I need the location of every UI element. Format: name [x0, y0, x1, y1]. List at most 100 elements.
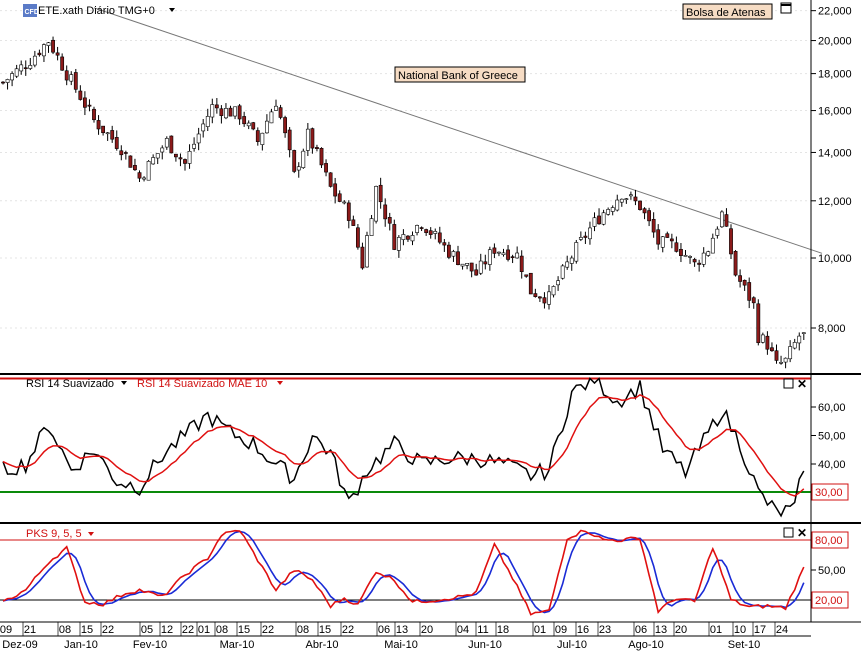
candle-body[interactable]	[442, 242, 447, 246]
candle-body[interactable]	[196, 133, 201, 144]
candle-body[interactable]	[187, 150, 192, 164]
candle-body[interactable]	[547, 291, 551, 305]
candle-body[interactable]	[114, 137, 119, 149]
candle-body[interactable]	[396, 237, 401, 251]
candle-body[interactable]	[506, 249, 510, 260]
candle-body[interactable]	[428, 230, 433, 235]
candle-body[interactable]	[255, 130, 260, 142]
candle-body[interactable]	[410, 235, 415, 242]
candle-body[interactable]	[278, 107, 283, 118]
candle-body[interactable]	[355, 227, 360, 248]
rsi-ma-dropdown-icon[interactable]	[277, 381, 283, 385]
candle-body[interactable]	[224, 108, 228, 119]
candle-body[interactable]	[719, 211, 724, 228]
candle-body[interactable]	[133, 165, 137, 171]
candle-body[interactable]	[551, 286, 556, 296]
candle-body[interactable]	[779, 362, 783, 364]
candle-body[interactable]	[101, 125, 106, 134]
candle-body[interactable]	[683, 254, 688, 257]
candle-body[interactable]	[269, 111, 274, 124]
candle-body[interactable]	[610, 207, 615, 212]
candle-body[interactable]	[342, 201, 347, 204]
candle-body[interactable]	[483, 261, 488, 265]
candle-body[interactable]	[669, 238, 674, 242]
candle-body[interactable]	[51, 39, 55, 53]
candle-body[interactable]	[228, 107, 233, 117]
candle-body[interactable]	[14, 68, 19, 77]
candle-body[interactable]	[474, 269, 479, 276]
candle-body[interactable]	[679, 248, 683, 256]
maximize-panel-icon[interactable]	[780, 2, 792, 14]
candle-body[interactable]	[433, 231, 438, 234]
candle-body[interactable]	[656, 229, 661, 245]
candle-body[interactable]	[574, 242, 579, 262]
candle-body[interactable]	[5, 79, 10, 83]
candle-body[interactable]	[10, 73, 15, 81]
candle-body[interactable]	[301, 150, 306, 168]
candle-body[interactable]	[497, 251, 501, 254]
candle-body[interactable]	[146, 161, 151, 181]
candle-body[interactable]	[487, 249, 492, 265]
candle-body[interactable]	[424, 229, 429, 233]
candle-body[interactable]	[219, 108, 224, 116]
candle-body[interactable]	[774, 350, 779, 361]
rsi-maximize-icon[interactable]	[783, 378, 794, 389]
candle-body[interactable]	[137, 172, 142, 179]
candle-body[interactable]	[633, 196, 638, 202]
candle-body[interactable]	[501, 252, 506, 256]
candle-body[interactable]	[569, 257, 574, 264]
candle-body[interactable]	[78, 90, 83, 100]
candle-body[interactable]	[492, 247, 497, 254]
candle-body[interactable]	[697, 262, 702, 265]
candle-body[interactable]	[119, 150, 124, 156]
rsi-close-icon[interactable]: ✕	[797, 377, 807, 391]
candle-body[interactable]	[37, 52, 42, 56]
candle-body[interactable]	[510, 256, 515, 258]
pks-k-line[interactable]	[2, 529, 805, 616]
candle-body[interactable]	[346, 202, 351, 221]
candle-body[interactable]	[210, 104, 215, 118]
candle-body[interactable]	[283, 117, 288, 134]
candle-body[interactable]	[242, 116, 247, 125]
candle-body[interactable]	[469, 262, 474, 272]
candle-body[interactable]	[387, 217, 392, 224]
candle-body[interactable]	[183, 159, 187, 164]
rsi-dropdown-icon[interactable]	[121, 381, 127, 385]
candle-body[interactable]	[601, 212, 606, 225]
candle-body[interactable]	[783, 357, 788, 363]
candle-body[interactable]	[128, 155, 133, 168]
candle-body[interactable]	[201, 123, 206, 132]
candle-body[interactable]	[142, 177, 146, 180]
candle-body[interactable]	[378, 184, 383, 203]
candle-body[interactable]	[237, 105, 242, 120]
candle-body[interactable]	[760, 334, 765, 343]
candle-body[interactable]	[305, 128, 310, 151]
candle-body[interactable]	[706, 251, 711, 256]
pks-indicator-label[interactable]: PKS 9, 5, 5	[26, 528, 82, 540]
candle-body[interactable]	[46, 42, 51, 46]
candle-body[interactable]	[151, 157, 156, 165]
candle-body[interactable]	[619, 198, 624, 203]
candle-body[interactable]	[60, 56, 65, 71]
pks-close-icon[interactable]: ✕	[797, 526, 807, 540]
candle-body[interactable]	[214, 104, 219, 109]
candle-body[interactable]	[715, 228, 720, 236]
candle-body[interactable]	[319, 147, 324, 166]
candle-body[interactable]	[415, 225, 419, 233]
candle-body[interactable]	[333, 183, 338, 197]
candle-body[interactable]	[642, 208, 647, 214]
candle-body[interactable]	[674, 242, 679, 252]
candle-body[interactable]	[519, 255, 524, 272]
candle-body[interactable]	[28, 65, 33, 69]
rsi-ma-label[interactable]: RSI 14 Suavizado MAE 10	[137, 378, 267, 390]
candle-body[interactable]	[451, 251, 456, 257]
candle-body[interactable]	[515, 252, 520, 259]
candle-body[interactable]	[105, 132, 110, 135]
candle-body[interactable]	[1, 81, 5, 84]
candle-body[interactable]	[292, 150, 297, 172]
candle-body[interactable]	[756, 303, 761, 344]
candle-body[interactable]	[365, 235, 369, 268]
symbol-title[interactable]: ETE.xath Diário TMG+0	[38, 5, 155, 17]
candle-body[interactable]	[23, 67, 28, 70]
candle-body[interactable]	[770, 347, 774, 352]
